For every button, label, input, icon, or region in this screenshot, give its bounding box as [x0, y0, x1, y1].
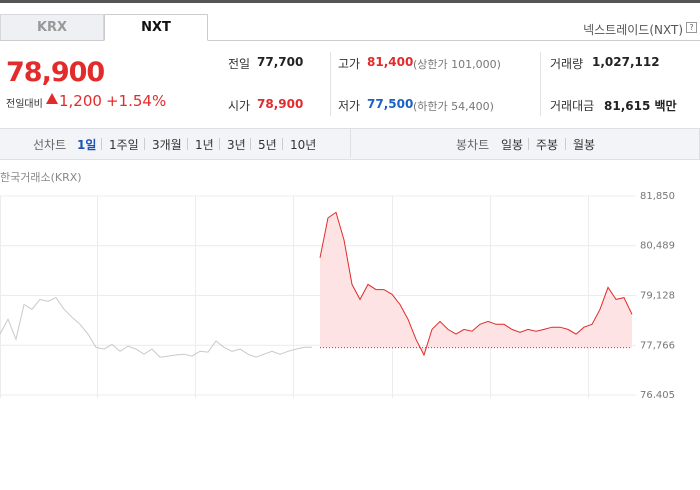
- help-icon[interactable]: ?: [686, 22, 697, 33]
- period[interactable]: 일봉: [501, 138, 524, 152]
- price-line: [0, 296, 312, 358]
- stat-value: 78,900: [257, 97, 304, 111]
- stat-label: 고가: [338, 57, 361, 71]
- change-label: 전일대비: [6, 99, 43, 110]
- separator: [219, 138, 220, 150]
- period[interactable]: 월봉: [573, 138, 596, 152]
- separator: [144, 138, 145, 150]
- stat-value: 1,027,112: [592, 55, 660, 69]
- period[interactable]: 3개월: [152, 138, 182, 152]
- period[interactable]: 주봉: [536, 138, 559, 152]
- toolbar-label: 봉차트: [456, 138, 490, 152]
- stat-value: 81,615 백만: [604, 99, 677, 113]
- period[interactable]: 1년: [195, 138, 214, 152]
- separator: [187, 138, 188, 150]
- change: 1,200: [59, 92, 102, 110]
- separator: [282, 138, 283, 150]
- stat-value: 77,700: [257, 55, 304, 69]
- period[interactable]: 1일: [77, 138, 97, 152]
- stat-label: 전일: [228, 57, 251, 71]
- stat-label: 시가: [228, 99, 251, 113]
- y-tick-label: 79,128: [640, 290, 675, 301]
- stat-note: (하한가 54,400): [413, 100, 494, 113]
- chart-source: 한국거래소(KRX): [0, 171, 82, 184]
- price-line: [319, 211, 633, 357]
- price: 78,900: [6, 57, 105, 88]
- separator: [565, 138, 566, 150]
- change-pct: +1.54%: [106, 92, 167, 110]
- top-border: [0, 0, 700, 3]
- divider: [330, 52, 331, 116]
- toolbar-divider: [350, 128, 351, 158]
- stat-label: 저가: [338, 99, 361, 113]
- tab-nxt[interactable]: NXT: [104, 14, 208, 41]
- tab-line: [0, 40, 700, 41]
- period[interactable]: 1주일: [109, 138, 139, 152]
- y-tick-label: 76,405: [640, 390, 675, 398]
- up-arrow: [46, 93, 58, 104]
- v-grid: [0, 196, 589, 398]
- area: [320, 212, 632, 355]
- period[interactable]: 5년: [258, 138, 277, 152]
- provider: 넥스트레이드(NXT): [583, 23, 683, 37]
- stat-label: 거래량: [550, 57, 584, 71]
- stat-value: 77,500: [367, 97, 414, 111]
- separator: [250, 138, 251, 150]
- y-tick-label: 80,489: [640, 241, 675, 252]
- divider: [540, 52, 541, 116]
- stat-label: 거래대금: [550, 99, 595, 113]
- toolbar-label: 선차트: [33, 138, 67, 152]
- y-tick-label: 77,766: [640, 340, 675, 351]
- chart: 81,850 80,489 79,128 77,766 76,405: [0, 191, 675, 398]
- y-tick-label: 81,850: [640, 191, 675, 202]
- separator: [528, 138, 529, 150]
- tab-krx[interactable]: KRX: [0, 14, 104, 40]
- period[interactable]: 3년: [227, 138, 246, 152]
- separator: [101, 138, 102, 150]
- period[interactable]: 10년: [290, 138, 317, 152]
- stat-note: (상한가 101,000): [413, 58, 501, 71]
- stat-value: 81,400: [367, 55, 414, 69]
